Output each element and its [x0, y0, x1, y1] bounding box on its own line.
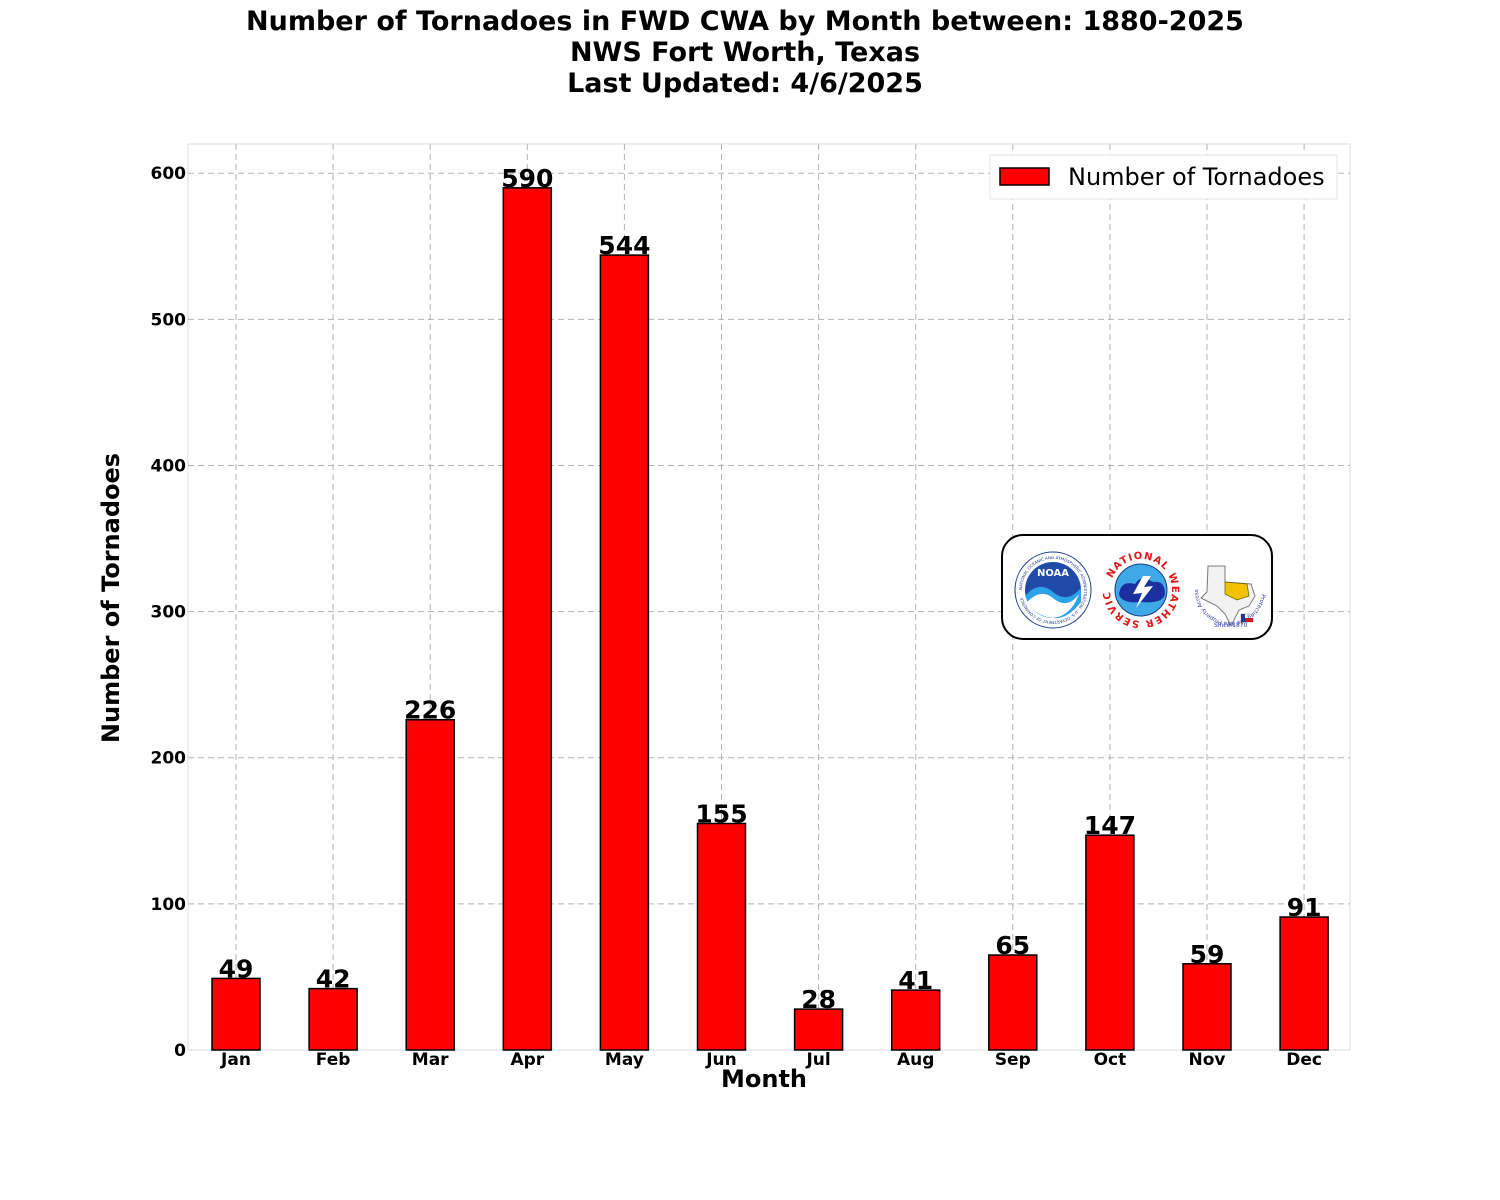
data-labels: 49 42 226 590 544 155 28 41 65 147 59 91	[219, 164, 1322, 1014]
bars	[211, 187, 1329, 1051]
bar-nov	[1182, 963, 1232, 1051]
x-tick-label: Sep	[995, 1050, 1031, 1070]
data-label-oct: 147	[1084, 811, 1136, 840]
data-label-apr: 590	[501, 164, 553, 193]
y-tick-label: 200	[151, 749, 187, 769]
x-tick-label: May	[605, 1050, 644, 1070]
chart-title-line-3: Last Updated: 4/6/2025	[567, 68, 923, 99]
x-tick-label: Nov	[1189, 1050, 1226, 1070]
nws-logo-panel: NOAA NATIONAL OCEANIC AND ATMOSPHERIC AD…	[1001, 534, 1273, 640]
bar-oct	[1085, 834, 1135, 1051]
data-label-jun: 155	[695, 800, 747, 829]
x-tick-label: Jun	[705, 1050, 737, 1070]
legend: Number of Tornadoes	[989, 154, 1338, 200]
legend-swatch	[999, 167, 1050, 186]
legend-label: Number of Tornadoes	[1068, 163, 1325, 191]
noaa-logo: NOAA NATIONAL OCEANIC AND ATMOSPHERIC AD…	[1014, 551, 1092, 629]
x-tick-label: Dec	[1286, 1050, 1322, 1070]
bar-sep	[988, 954, 1038, 1051]
y-tick-label: 500	[151, 310, 187, 330]
data-label-feb: 42	[316, 965, 351, 994]
bar-mar	[405, 718, 455, 1051]
bar-aug	[890, 989, 941, 1051]
y-tick-label: 600	[151, 164, 187, 184]
bar-apr	[502, 187, 553, 1051]
bar-jul	[793, 1008, 844, 1051]
data-label-dec: 91	[1287, 893, 1322, 922]
bar-dec	[1279, 916, 1329, 1051]
bar-may	[599, 254, 650, 1051]
data-label-may: 544	[598, 231, 650, 260]
wfo-since-text: Since 1870	[1214, 622, 1248, 629]
x-tick-label: Apr	[510, 1050, 544, 1070]
x-tick-label: Mar	[412, 1050, 449, 1070]
data-label-nov: 59	[1190, 940, 1225, 969]
chart-title: Number of Tornadoes in FWD CWA by Month …	[0, 6, 1490, 99]
noaa-logo-text: NOAA	[1037, 568, 1069, 579]
y-tick-label: 0	[174, 1041, 186, 1061]
bar-jan	[211, 977, 261, 1051]
x-tick-label: Jul	[805, 1050, 830, 1070]
data-label-jul: 28	[801, 985, 836, 1014]
chart-title-line-2: NWS Fort Worth, Texas	[569, 37, 921, 68]
tick-labels: 0 100 200 300 400 500 600 Jan Feb Mar Apr May Jun Jul…	[151, 164, 1322, 1070]
chart-title-line-1: Number of Tornadoes in FWD CWA by Month …	[246, 6, 1244, 37]
x-tick-label: Oct	[1094, 1050, 1127, 1070]
data-label-aug: 41	[898, 966, 933, 995]
y-tick-label: 400	[151, 456, 187, 476]
x-tick-label: Feb	[316, 1050, 351, 1070]
bar-jun	[696, 822, 747, 1051]
bar-feb	[308, 987, 358, 1051]
x-tick-label: Aug	[897, 1050, 934, 1070]
x-tick-label: Jan	[220, 1050, 251, 1070]
y-tick-label: 300	[151, 603, 187, 623]
y-tick-label: 100	[151, 895, 187, 915]
x-axis-label: Month	[721, 1065, 807, 1093]
data-label-mar: 226	[404, 696, 456, 725]
data-label-jan: 49	[219, 954, 254, 983]
data-label-sep: 65	[995, 931, 1030, 960]
y-axis-label: Number of Tornadoes	[97, 453, 125, 743]
